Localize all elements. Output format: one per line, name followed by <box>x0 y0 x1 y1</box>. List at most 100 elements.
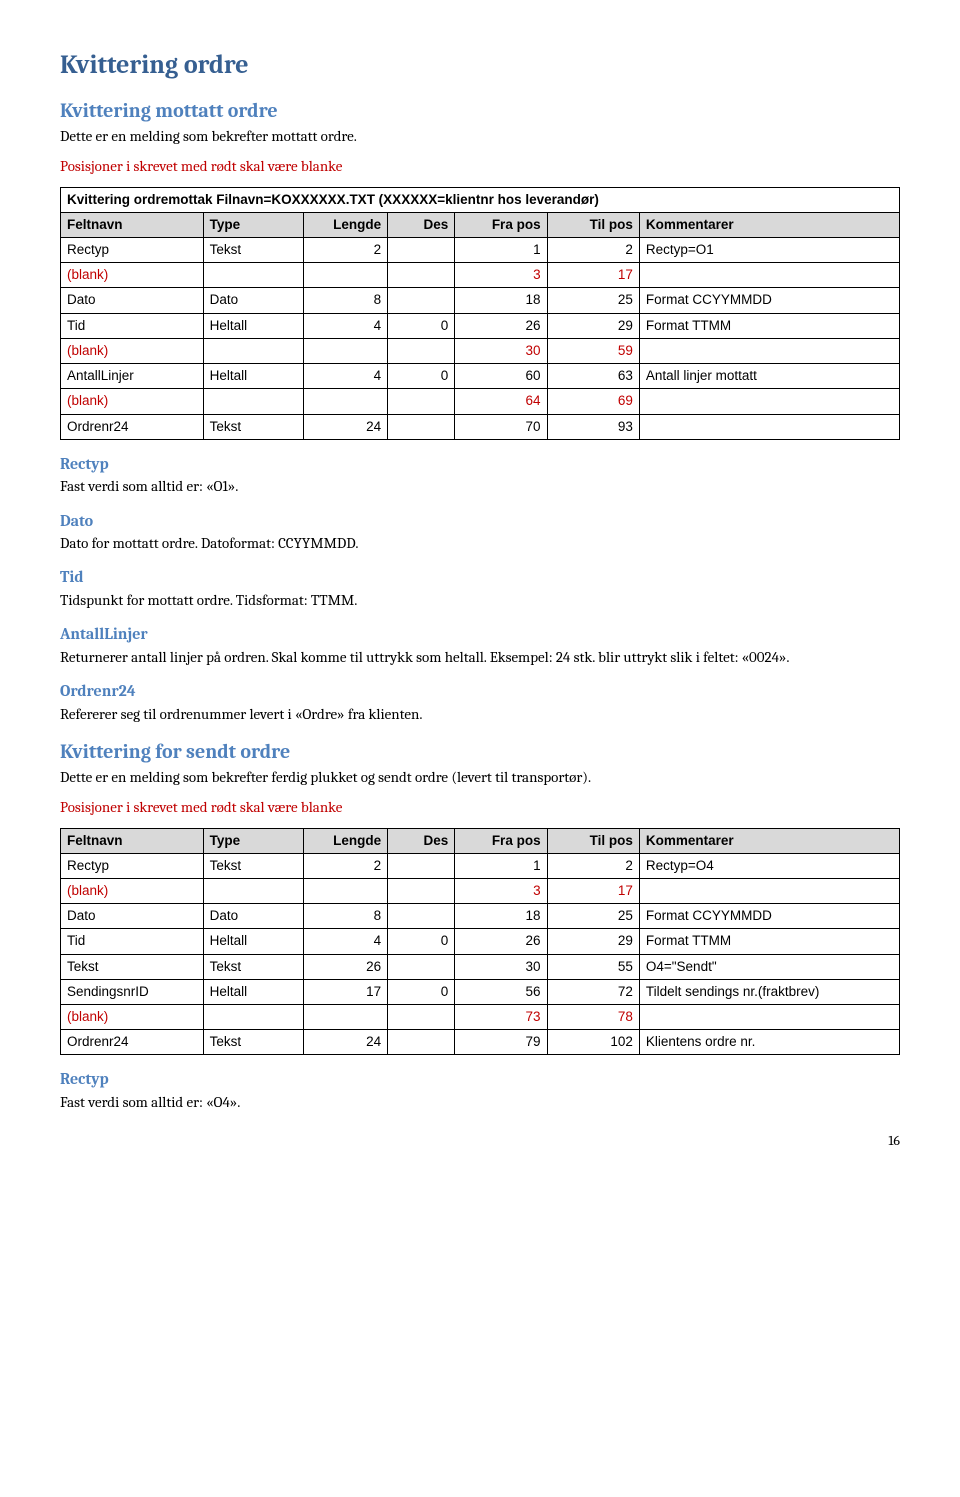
cell-f: Rectyp <box>61 853 204 878</box>
cell-l: 4 <box>304 929 388 954</box>
cell-k: Format TTMM <box>639 313 899 338</box>
cell-tp: 25 <box>547 904 639 929</box>
cell-tp: 69 <box>547 389 639 414</box>
cell-f: Dato <box>61 288 204 313</box>
cell-fp: 18 <box>455 288 547 313</box>
table-row: DatoDato81825Format CCYYMMDD <box>61 904 900 929</box>
cell-fp: 56 <box>455 979 547 1004</box>
heading-kvittering-ordre: Kvittering ordre <box>60 48 900 83</box>
cell-k: Format CCYYMMDD <box>639 904 899 929</box>
cell-k: Antall linjer mottatt <box>639 364 899 389</box>
col-lengde: Lengde <box>304 828 388 853</box>
cell-t: Dato <box>203 904 304 929</box>
cell-k <box>639 414 899 439</box>
cell-d <box>388 389 455 414</box>
table-row: TekstTekst263055O4="Sendt" <box>61 954 900 979</box>
table-row: TidHeltall402629Format TTMM <box>61 313 900 338</box>
col-feltnavn: Feltnavn <box>61 212 204 237</box>
field-heading: Rectyp <box>60 1069 900 1091</box>
field-description: Fast verdi som alltid er: «O1». <box>60 476 900 496</box>
cell-k <box>639 389 899 414</box>
col-des: Des <box>388 212 455 237</box>
cell-t: Tekst <box>203 954 304 979</box>
cell-d: 0 <box>388 979 455 1004</box>
page-number: 16 <box>60 1132 900 1151</box>
cell-fp: 26 <box>455 929 547 954</box>
cell-fp: 60 <box>455 364 547 389</box>
cell-fp: 1 <box>455 238 547 263</box>
cell-l: 17 <box>304 979 388 1004</box>
cell-f: Tid <box>61 313 204 338</box>
cell-fp: 3 <box>455 263 547 288</box>
cell-f: (blank) <box>61 338 204 363</box>
cell-tp: 2 <box>547 238 639 263</box>
cell-t: Heltall <box>203 364 304 389</box>
cell-l <box>304 389 388 414</box>
cell-tp: 93 <box>547 414 639 439</box>
col-frapos: Fra pos <box>455 212 547 237</box>
cell-tp: 72 <box>547 979 639 1004</box>
cell-l: 24 <box>304 1030 388 1055</box>
cell-d <box>388 904 455 929</box>
cell-f: (blank) <box>61 389 204 414</box>
field-description: Refererer seg til ordrenummer levert i «… <box>60 704 900 724</box>
cell-tp: 102 <box>547 1030 639 1055</box>
cell-f: Dato <box>61 904 204 929</box>
cell-tp: 63 <box>547 364 639 389</box>
intro-mottatt: Dette er en melding som bekrefter mottat… <box>60 126 900 146</box>
cell-d: 0 <box>388 313 455 338</box>
cell-f: SendingsnrID <box>61 979 204 1004</box>
cell-f: AntallLinjer <box>61 364 204 389</box>
cell-f: Tekst <box>61 954 204 979</box>
cell-f: Tid <box>61 929 204 954</box>
col-lengde: Lengde <box>304 212 388 237</box>
table-caption-row: Kvittering ordremottak Filnavn=KOXXXXXX.… <box>61 187 900 212</box>
cell-d <box>388 288 455 313</box>
cell-d <box>388 878 455 903</box>
cell-k: Tildelt sendings nr.(fraktbrev) <box>639 979 899 1004</box>
table-row: (blank)7378 <box>61 1005 900 1030</box>
cell-l <box>304 338 388 363</box>
cell-tp: 55 <box>547 954 639 979</box>
table-header-row: Feltnavn Type Lengde Des Fra pos Til pos… <box>61 828 900 853</box>
col-type: Type <box>203 828 304 853</box>
table-row: RectypTekst212Rectyp=O4 <box>61 853 900 878</box>
cell-fp: 64 <box>455 389 547 414</box>
cell-k: Format TTMM <box>639 929 899 954</box>
col-feltnavn: Feltnavn <box>61 828 204 853</box>
col-tilpos: Til pos <box>547 212 639 237</box>
col-type: Type <box>203 212 304 237</box>
col-des: Des <box>388 828 455 853</box>
cell-d: 0 <box>388 364 455 389</box>
cell-t: Dato <box>203 288 304 313</box>
cell-tp: 17 <box>547 263 639 288</box>
field-description: Returnerer antall linjer på ordren. Skal… <box>60 647 900 667</box>
cell-f: (blank) <box>61 1005 204 1030</box>
cell-t <box>203 338 304 363</box>
cell-k <box>639 338 899 363</box>
cell-k: Rectyp=O1 <box>639 238 899 263</box>
cell-l <box>304 1005 388 1030</box>
table-row: SendingsnrIDHeltall1705672Tildelt sendin… <box>61 979 900 1004</box>
cell-t <box>203 878 304 903</box>
cell-d <box>388 1005 455 1030</box>
cell-tp: 78 <box>547 1005 639 1030</box>
table-sendt-ordre: Feltnavn Type Lengde Des Fra pos Til pos… <box>60 828 900 1056</box>
cell-fp: 26 <box>455 313 547 338</box>
cell-tp: 17 <box>547 878 639 903</box>
cell-d <box>388 414 455 439</box>
cell-d <box>388 853 455 878</box>
cell-fp: 18 <box>455 904 547 929</box>
cell-l: 26 <box>304 954 388 979</box>
cell-t: Heltall <box>203 979 304 1004</box>
cell-l: 24 <box>304 414 388 439</box>
cell-l: 8 <box>304 288 388 313</box>
cell-l <box>304 263 388 288</box>
heading-kvittering-sendt: Kvittering for sendt ordre <box>60 738 900 765</box>
cell-d <box>388 338 455 363</box>
cell-t: Tekst <box>203 414 304 439</box>
cell-f: Ordrenr24 <box>61 1030 204 1055</box>
cell-t: Tekst <box>203 1030 304 1055</box>
redline-sendt: Posisjoner i skrevet med rødt skal være … <box>60 797 900 817</box>
field-heading: Ordrenr24 <box>60 681 900 703</box>
